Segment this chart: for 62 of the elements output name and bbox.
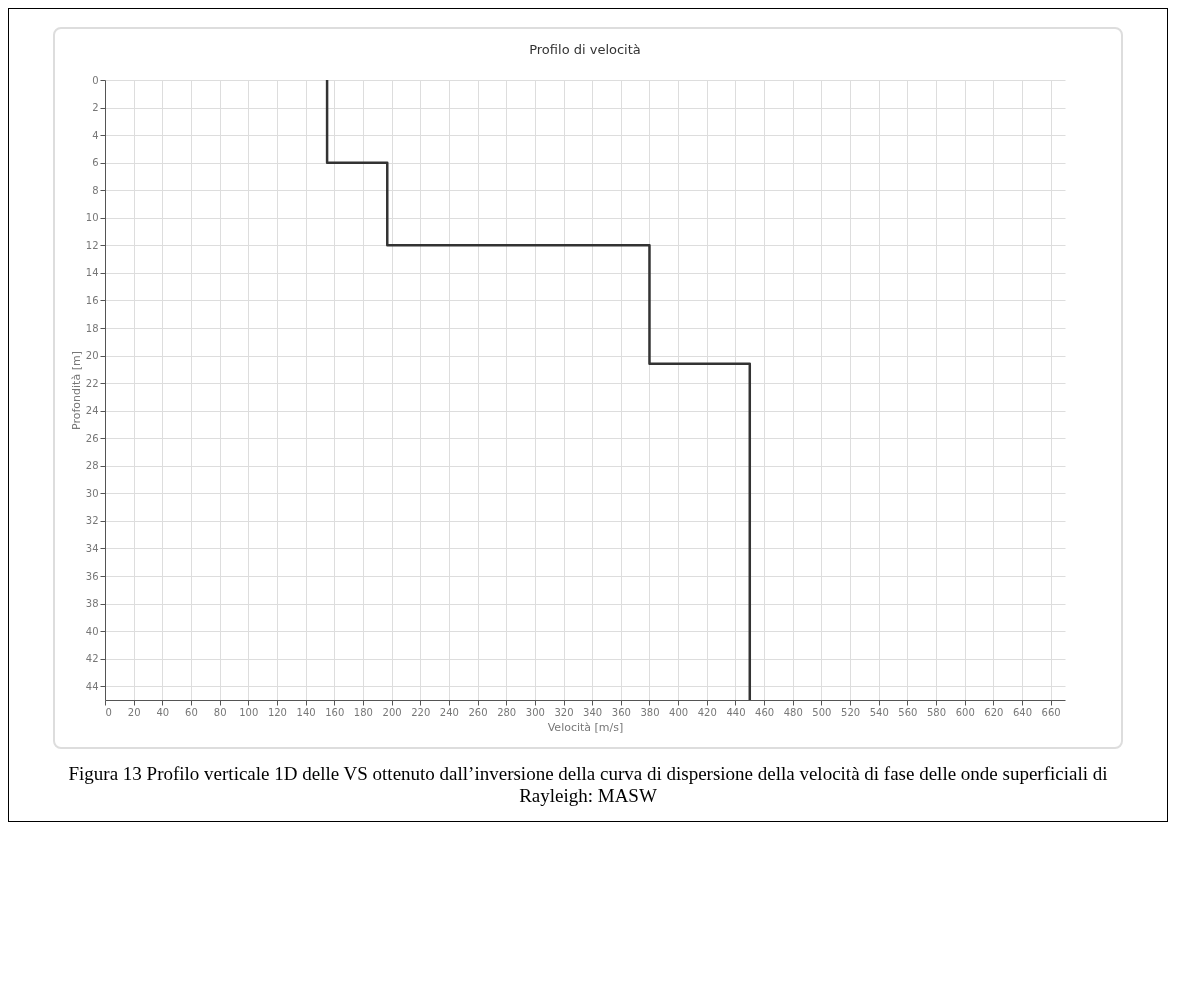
y-axis-title: Profondità [m]: [69, 351, 83, 430]
x-tick-label: 440: [726, 706, 746, 718]
y-tick-label: 34: [85, 542, 99, 554]
x-tick-label: 260: [468, 706, 488, 718]
x-tick-label: 180: [353, 706, 373, 718]
x-tick-label: 480: [783, 706, 803, 718]
x-tick-label: 0: [105, 706, 112, 718]
x-axis-title: Velocità [m/s]: [547, 720, 624, 734]
y-tick-label: 10: [85, 212, 99, 224]
x-tick-label: 660: [1041, 706, 1061, 718]
line-series: [325, 78, 752, 702]
x-tick-label: 240: [439, 706, 459, 718]
y-tick-label: 12: [85, 239, 99, 251]
y-tick-label: 32: [85, 515, 99, 527]
x-tick-label: 520: [841, 706, 861, 718]
x-tick-label: 220: [411, 706, 431, 718]
x-tick-label: 360: [611, 706, 631, 718]
y-tick-label: 22: [85, 377, 99, 389]
x-tick-label: 200: [382, 706, 402, 718]
x-tick-label: 160: [325, 706, 345, 718]
x-tick-label: 500: [812, 706, 832, 718]
y-tick-label: 42: [85, 653, 99, 665]
y-tick-label: 20: [85, 350, 99, 362]
x-tick-label: 280: [497, 706, 517, 718]
y-tick-label: 16: [85, 294, 99, 306]
y-tick-label: 2: [92, 102, 99, 114]
chart-title: Profilo di velocità: [529, 42, 641, 57]
x-tick-label: 120: [267, 706, 287, 718]
x-tick-label: 580: [927, 706, 947, 718]
x-tick-label: 40: [156, 706, 170, 718]
text: Figura 13 Profilo verticale 1D delle VS ottenuto dall’inversione della curva di dispersione della velocità di fase delle onde superficiali di Rayleigh: MASW: [67, 763, 1109, 807]
y-tick-label: 18: [85, 322, 99, 334]
x-tick-label: 560: [898, 706, 918, 718]
x-tick-label: 620: [984, 706, 1004, 718]
x-tick-label: 420: [697, 706, 717, 718]
x-tick-label: 400: [669, 706, 689, 718]
x-tick-label: 540: [869, 706, 889, 718]
x-tick-label: 100: [239, 706, 259, 718]
x-tick-label: 140: [296, 706, 316, 718]
x-tick-label: 20: [127, 706, 141, 718]
y-tick-label: 26: [85, 432, 99, 444]
x-tick-label: 600: [955, 706, 975, 718]
y-tick-label: 28: [85, 460, 99, 472]
y-tick-label: 4: [92, 129, 99, 141]
x-tick-label: 320: [554, 706, 574, 718]
x-tick-label: 80: [213, 706, 227, 718]
y-tick-label: 44: [85, 680, 99, 692]
y-tick-label: 40: [85, 625, 99, 637]
y-tick-label: 36: [85, 570, 99, 582]
y-tick-label: 6: [92, 157, 99, 169]
y-tick-label: 0: [92, 74, 99, 86]
y-tick-label: 14: [85, 267, 99, 279]
x-tick-label: 460: [755, 706, 775, 718]
x-tick-label: 300: [525, 706, 545, 718]
y-tick-label: 38: [85, 598, 99, 610]
x-tick-label: 60: [185, 706, 198, 718]
x-tick-label: 340: [583, 706, 603, 718]
y-tick-label: 30: [85, 487, 99, 499]
x-tick-label: 380: [640, 706, 660, 718]
y-tick-label: 24: [85, 405, 99, 417]
y-tick-label: 8: [92, 184, 99, 196]
x-tick-label: 640: [1012, 706, 1033, 718]
